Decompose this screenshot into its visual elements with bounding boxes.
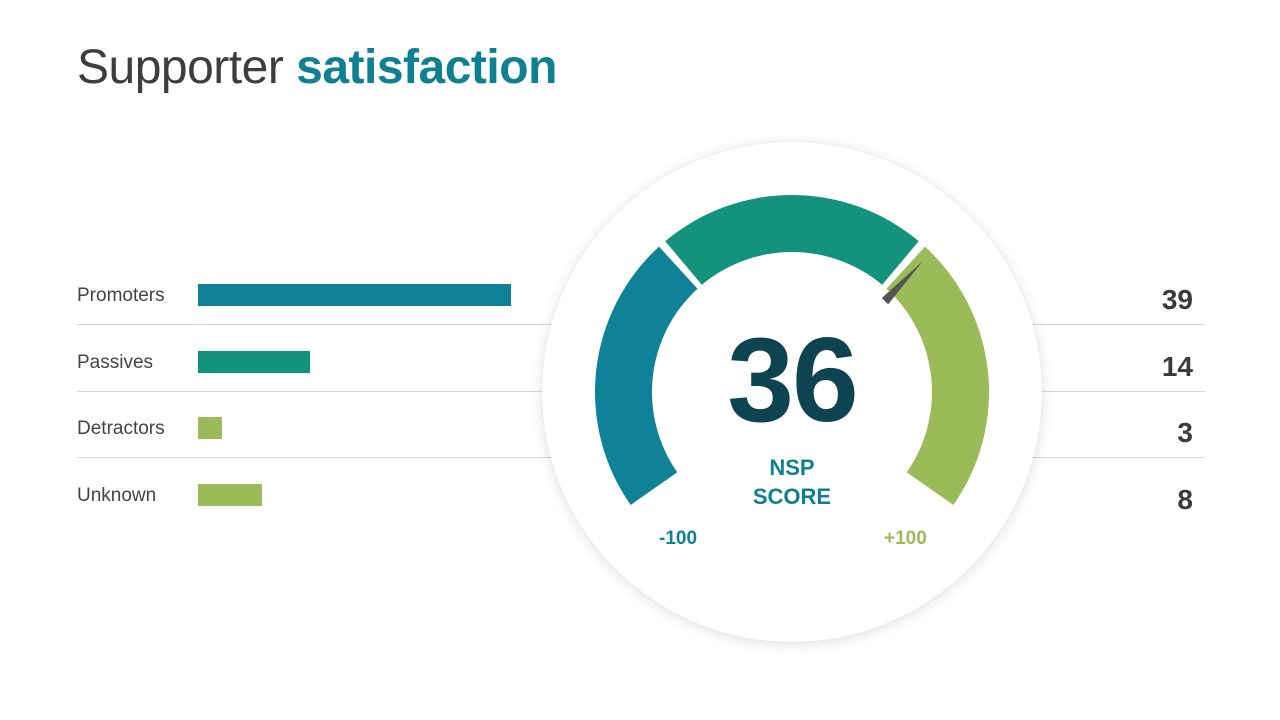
bar-detractors xyxy=(198,417,222,439)
title-accent: satisfaction xyxy=(296,41,557,94)
gauge-max-label: +100 xyxy=(884,528,927,549)
bar-promoters xyxy=(198,284,511,306)
score-label-line-1: NSP xyxy=(769,455,815,480)
gauge-segment-3 xyxy=(886,246,989,505)
category-label-detractors: Detractors xyxy=(77,418,165,439)
category-label-unknown: Unknown xyxy=(77,484,157,506)
nsp-gauge xyxy=(595,195,989,505)
value-label-promoters: 39 xyxy=(1161,284,1193,315)
row-divider xyxy=(77,391,551,392)
page-title: Supporter satisfaction xyxy=(77,40,557,96)
bar-passives xyxy=(198,350,310,373)
value-label-passives: 14 xyxy=(1161,350,1193,382)
bar-unknown xyxy=(198,483,262,506)
row-divider xyxy=(77,324,551,325)
row-divider-right xyxy=(1033,457,1205,458)
row-divider-right xyxy=(1033,324,1205,325)
title-prefix: Supporter xyxy=(77,41,284,94)
gauge-min-label: -100 xyxy=(659,528,698,549)
category-label-passives: Passives xyxy=(77,351,154,373)
value-label-detractors: 3 xyxy=(1177,417,1193,448)
row-divider xyxy=(77,457,551,458)
gauge-segment-1 xyxy=(595,246,698,505)
nsp-score-value: 36 xyxy=(727,313,858,447)
category-label-promoters: Promoters xyxy=(77,285,165,306)
gauge-segment-2 xyxy=(665,195,919,285)
value-label-unknown: 8 xyxy=(1177,483,1193,515)
gauge-needle xyxy=(881,261,923,305)
row-divider-right xyxy=(1033,391,1205,392)
nsp-score-label: NSP SCORE xyxy=(542,453,1042,511)
score-label-line-2: SCORE xyxy=(752,484,832,509)
